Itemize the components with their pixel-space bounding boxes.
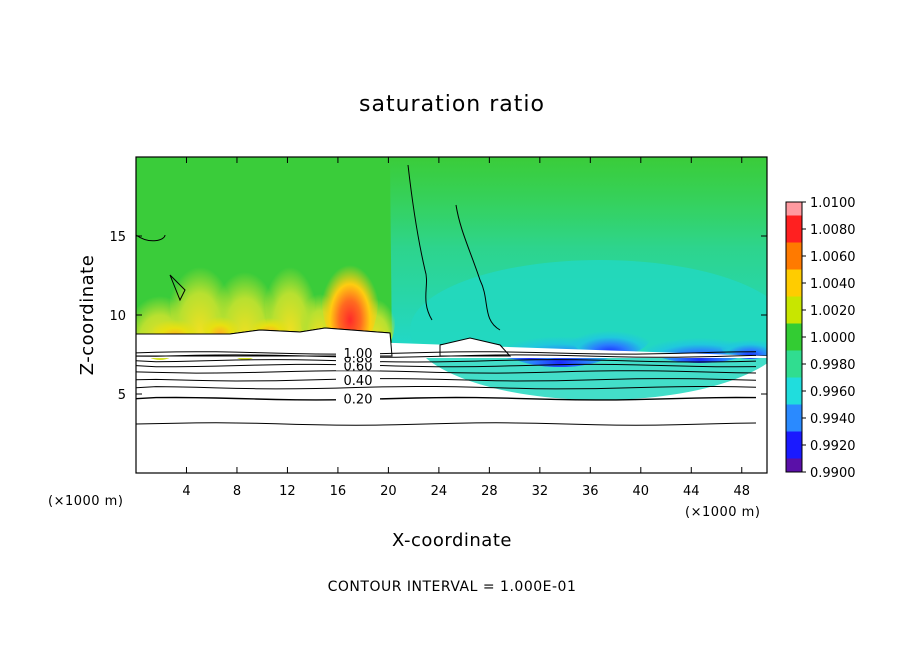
colorbar-swatch bbox=[786, 377, 802, 405]
x-tick-label: 4 bbox=[182, 484, 190, 499]
colorbar-label: 1.0100 bbox=[810, 196, 856, 211]
x-axis-ticks: 4 8 12 16 20 24 28 32 36 40 44 48 bbox=[182, 157, 750, 499]
contour-line bbox=[136, 396, 757, 401]
contour-line bbox=[136, 351, 757, 355]
contour-label: 0.40 bbox=[344, 374, 373, 389]
y-axis-ticks: 5 10 15 bbox=[109, 230, 767, 403]
colorbar-swatch bbox=[786, 242, 802, 270]
x-tick-label: 48 bbox=[733, 484, 750, 499]
contour-label: 1.00 bbox=[344, 347, 373, 362]
colorbar-swatch bbox=[786, 323, 802, 351]
contour-line bbox=[136, 354, 757, 358]
x-tick-label: 32 bbox=[532, 484, 549, 499]
y-axis-label: Z-coordinate bbox=[77, 255, 98, 376]
x-tick-label: 44 bbox=[683, 484, 700, 499]
contour-upper bbox=[136, 164, 501, 331]
contour-interval-note: CONTOUR INTERVAL = 1.000E-01 bbox=[328, 579, 577, 595]
contour-label-bg bbox=[336, 372, 380, 385]
contour-line bbox=[136, 370, 757, 374]
colorbar-swatch bbox=[786, 269, 802, 297]
x-tick-label: 20 bbox=[380, 484, 397, 499]
contour-labels: 0.200.400.600.801.00 bbox=[336, 345, 380, 408]
field-red-core bbox=[322, 250, 378, 350]
colorbar-swatch bbox=[786, 296, 802, 324]
x-unit-right: (×1000 m) bbox=[685, 505, 760, 520]
x-tick-label: 16 bbox=[330, 484, 347, 499]
contour-line bbox=[136, 422, 757, 426]
chart-title: saturation ratio bbox=[359, 92, 545, 117]
y-tick-label: 15 bbox=[109, 230, 126, 245]
field-blue-patch bbox=[570, 320, 650, 356]
y-tick-label: 10 bbox=[109, 309, 126, 324]
x-tick-label: 8 bbox=[233, 484, 241, 499]
contour-lines bbox=[136, 164, 767, 426]
contour-line bbox=[136, 359, 757, 363]
colorbar-label: 0.9960 bbox=[810, 385, 856, 400]
colorbar-label: 0.9980 bbox=[810, 358, 856, 373]
colorbar-swatch bbox=[786, 458, 802, 472]
colorbar-swatch bbox=[786, 202, 802, 216]
colorbar: 1.0100 1.0080 1.0060 1.0040 1.0020 1.0000 0.99… bbox=[785, 196, 856, 481]
contour-label: 0.20 bbox=[344, 393, 373, 408]
colorbar-label: 1.0060 bbox=[810, 250, 856, 265]
contour-label-bg bbox=[336, 391, 380, 404]
x-unit-left: (×1000 m) bbox=[48, 494, 123, 509]
field-orange-patch bbox=[202, 311, 238, 339]
contour-line bbox=[136, 363, 757, 368]
y-tick-label: 5 bbox=[118, 388, 126, 403]
colorbar-swatch bbox=[786, 215, 802, 243]
x-tick-label: 12 bbox=[279, 484, 296, 499]
x-tick-label: 36 bbox=[582, 484, 599, 499]
colorbar-label: 1.0000 bbox=[810, 331, 856, 346]
colorbar-label: 1.0040 bbox=[810, 277, 856, 292]
x-axis-label: X-coordinate bbox=[392, 530, 512, 551]
colorbar-label: 1.0080 bbox=[810, 223, 856, 238]
x-tick-label: 40 bbox=[633, 484, 650, 499]
colorbar-label: 0.9920 bbox=[810, 439, 856, 454]
saturation-field bbox=[136, 157, 767, 473]
contour-label: 0.60 bbox=[344, 360, 373, 375]
contour-white-shelf bbox=[136, 327, 393, 357]
contour-line bbox=[136, 386, 757, 390]
x-tick-label: 24 bbox=[431, 484, 448, 499]
colorbar-swatch bbox=[786, 350, 802, 378]
colorbar-swatch bbox=[786, 404, 802, 432]
contour-line bbox=[136, 378, 757, 382]
colorbar-label: 0.9900 bbox=[810, 466, 856, 481]
colorbar-label: 0.9940 bbox=[810, 412, 856, 427]
x-tick-label: 28 bbox=[481, 484, 498, 499]
contour-label-bg bbox=[336, 345, 380, 358]
colorbar-swatch bbox=[786, 431, 802, 459]
colorbar-label: 1.0020 bbox=[810, 304, 856, 319]
